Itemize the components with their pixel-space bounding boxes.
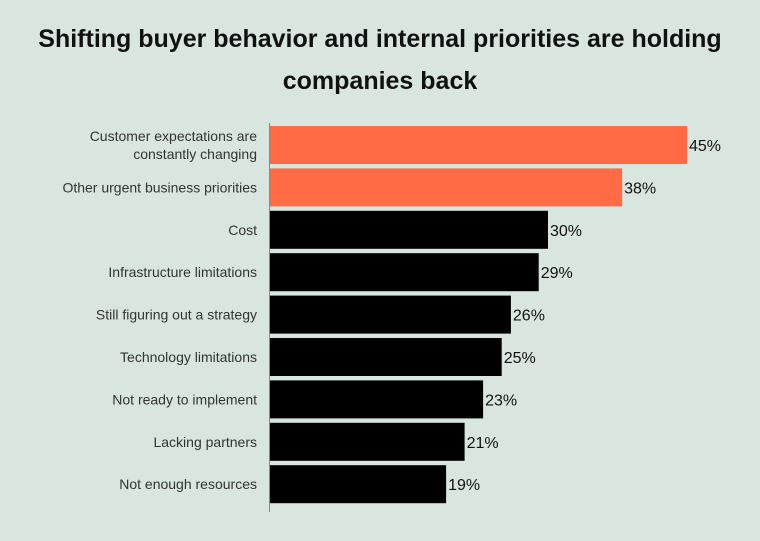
bar-4 xyxy=(270,295,511,334)
bar-7 xyxy=(270,422,465,461)
value-label-1: 38% xyxy=(624,180,656,197)
bar-2 xyxy=(270,210,548,249)
value-label-3: 29% xyxy=(541,265,573,282)
bar-6 xyxy=(270,380,484,419)
category-label-0-line-1: constantly changing xyxy=(133,146,257,162)
value-label-2: 30% xyxy=(550,223,582,240)
bar-3 xyxy=(270,253,539,292)
category-label-1: Other urgent business priorities xyxy=(62,179,257,195)
bar-0 xyxy=(270,126,687,164)
bar-5 xyxy=(270,338,502,376)
value-label-6: 23% xyxy=(485,392,517,409)
category-label-5: Technology limitations xyxy=(120,349,257,365)
category-label-3: Infrastructure limitations xyxy=(108,264,257,280)
category-label-0-line-0: Customer expectations are xyxy=(90,128,258,144)
value-label-0: 45% xyxy=(689,138,721,155)
category-label-2: Cost xyxy=(228,222,257,238)
bars-layer: 45% Customer expectations are constantly c… xyxy=(62,126,721,504)
bar-1 xyxy=(270,168,623,207)
value-label-4: 26% xyxy=(513,308,545,325)
category-label-8: Not enough resources xyxy=(119,476,257,492)
category-label-4: Still figuring out a strategy xyxy=(96,307,257,323)
value-label-5: 25% xyxy=(504,350,536,367)
value-label-8: 19% xyxy=(448,477,480,494)
chart-title: Shifting buyer behavior and internal pri… xyxy=(38,25,722,95)
category-label-6: Not ready to implement xyxy=(112,391,257,407)
bar-8 xyxy=(270,465,447,504)
category-label-7: Lacking partners xyxy=(153,434,257,450)
value-label-7: 21% xyxy=(467,435,499,452)
